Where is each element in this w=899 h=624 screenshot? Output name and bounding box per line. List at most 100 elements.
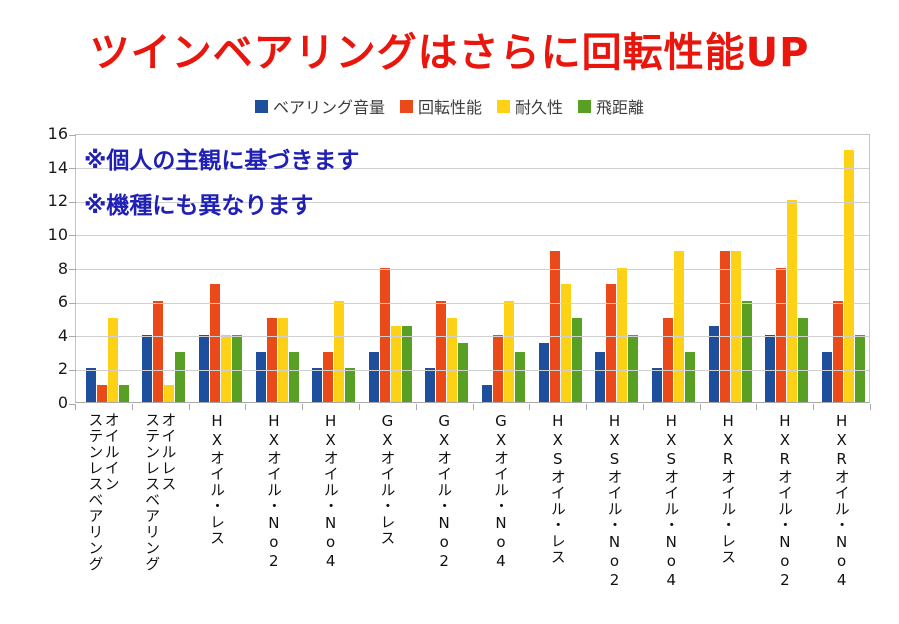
bar	[595, 351, 606, 402]
y-axis-label: 6	[57, 292, 68, 312]
bar	[118, 385, 129, 402]
y-axis-label: 8	[57, 258, 68, 278]
bar	[776, 267, 787, 402]
bar-group	[756, 135, 813, 402]
x-axis-label: HXRオイル・No4	[832, 412, 851, 590]
y-tick	[69, 302, 76, 304]
annotation-note: ※個人の主観に基づきます ※機種にも異なります	[84, 148, 360, 219]
bar	[390, 326, 401, 402]
bar	[96, 385, 107, 402]
bar	[231, 334, 242, 402]
bar	[730, 250, 741, 402]
x-label-cell: HXRオイル・レス	[700, 412, 757, 590]
x-tick	[813, 404, 815, 410]
bar	[843, 149, 854, 402]
bar-group	[133, 135, 190, 402]
legend-swatch-icon	[399, 99, 413, 113]
bar	[107, 317, 118, 402]
x-tick	[131, 404, 133, 410]
chart-title: ツインベアリングはさらに回転性能UP	[89, 30, 810, 76]
x-label-cell: オイルイン ステンレスベアリング	[75, 412, 132, 590]
bar-group	[699, 135, 756, 402]
y-axis-label: 16	[47, 124, 68, 143]
x-axis-label: HXSオイル・No2	[605, 412, 624, 590]
bar	[482, 385, 493, 402]
bar	[334, 301, 345, 402]
bar	[663, 317, 674, 402]
y-axis-labels: 0 2 4 6 8 10 12 14 16	[24, 124, 68, 412]
x-axis-label: HXSオイル・No4	[662, 412, 681, 590]
y-tick	[69, 134, 76, 136]
y-axis-label: 4	[57, 325, 68, 345]
chart-legend: ベアリング音量 回転性能 耐久性 飛距離	[0, 94, 899, 118]
bar	[345, 368, 356, 402]
y-axis-label: 0	[57, 393, 68, 412]
bar	[493, 334, 504, 402]
gridline	[76, 302, 869, 304]
x-tick	[302, 404, 304, 410]
bar	[277, 317, 288, 402]
bar	[798, 317, 809, 402]
y-tick	[69, 168, 76, 170]
gridline	[76, 201, 869, 203]
bar	[606, 284, 617, 402]
x-axis-label: HXRオイル・No2	[775, 412, 794, 590]
x-label-cell: GXオイル・No2	[416, 412, 473, 590]
bar	[560, 284, 571, 402]
bar	[379, 267, 390, 402]
bar	[741, 301, 752, 402]
x-axis-label: HXオイル・レス	[208, 412, 227, 546]
bar	[288, 351, 299, 402]
legend-item: 耐久性	[497, 94, 563, 118]
gridline	[76, 336, 869, 338]
x-tick	[75, 404, 76, 410]
bar-group	[472, 135, 529, 402]
x-label-cell: GXオイル・レス	[359, 412, 416, 590]
bar	[85, 368, 96, 402]
x-label-cell: オイルレス ステンレスベアリング	[132, 412, 189, 590]
x-tick	[245, 404, 247, 410]
bar	[571, 317, 582, 402]
bar	[515, 351, 526, 402]
bar-group	[246, 135, 303, 402]
x-label-cell: HXSオイル・No4	[643, 412, 700, 590]
y-axis-label: 2	[57, 359, 68, 379]
bar	[198, 334, 209, 402]
bar	[175, 351, 186, 402]
bar	[436, 301, 447, 402]
x-tick	[358, 404, 360, 410]
bar	[617, 267, 628, 402]
legend-swatch-icon	[254, 99, 268, 113]
bar	[153, 301, 164, 402]
bar	[164, 385, 175, 402]
x-axis-label: HXオイル・No4	[321, 412, 340, 571]
x-tick	[642, 404, 644, 410]
x-label-cell: HXRオイル・No4	[813, 412, 870, 590]
bar	[821, 351, 832, 402]
y-axis-label: 14	[47, 157, 68, 177]
bar	[368, 351, 379, 402]
legend-label: 回転性能	[417, 98, 482, 117]
bar	[458, 343, 469, 402]
y-axis-label: 10	[47, 224, 68, 244]
bar	[425, 368, 436, 402]
x-label-cell: HXオイル・No2	[245, 412, 302, 590]
legend-swatch-icon	[497, 99, 510, 113]
y-axis-label: 12	[47, 191, 68, 211]
legend-item: 回転性能	[399, 94, 482, 118]
x-axis-labels: オイルイン ステンレスベアリング オイルレス ステンレスベアリング HXオイル・レス…	[75, 412, 870, 590]
bar-group	[642, 135, 699, 402]
bar	[255, 351, 266, 402]
x-tick	[756, 404, 758, 410]
x-axis-label: GXオイル・No2	[435, 412, 454, 571]
bar	[765, 334, 776, 402]
x-axis-label: GXオイル・レス	[378, 412, 397, 546]
bar	[209, 284, 220, 402]
x-label-cell: HXSオイル・レス	[529, 412, 586, 590]
bar	[854, 334, 865, 402]
bar	[266, 317, 277, 402]
y-tick	[69, 269, 76, 270]
x-axis-label: オイルイン ステンレスベアリング	[86, 412, 121, 572]
x-label-cell: HXRオイル・No2	[756, 412, 813, 590]
bar-group	[303, 135, 360, 402]
